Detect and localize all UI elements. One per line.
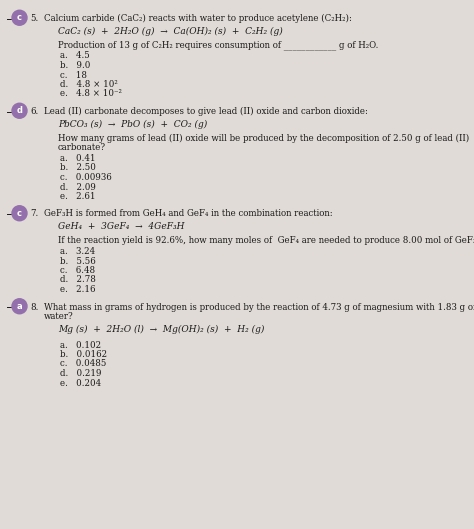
Text: a.   3.24: a. 3.24 bbox=[60, 247, 95, 256]
Text: e.   4.8 × 10⁻²: e. 4.8 × 10⁻² bbox=[60, 89, 122, 98]
Text: Mg (s)  +  2H₂O (l)  →  Mg(OH)₂ (s)  +  H₂ (g): Mg (s) + 2H₂O (l) → Mg(OH)₂ (s) + H₂ (g) bbox=[58, 324, 264, 334]
Text: Lead (II) carbonate decomposes to give lead (II) oxide and carbon dioxide:: Lead (II) carbonate decomposes to give l… bbox=[44, 107, 368, 116]
Text: c: c bbox=[17, 209, 22, 218]
Text: e.   2.16: e. 2.16 bbox=[60, 285, 95, 294]
Circle shape bbox=[12, 206, 27, 221]
Text: carbonate?: carbonate? bbox=[58, 143, 106, 152]
Text: GeF₃H is formed from GeH₄ and GeF₄ in the combination reaction:: GeF₃H is formed from GeH₄ and GeF₄ in th… bbox=[44, 209, 333, 218]
Text: c.   0.00936: c. 0.00936 bbox=[60, 173, 112, 182]
Text: How many grams of lead (II) oxide will be produced by the decomposition of 2.50 : How many grams of lead (II) oxide will b… bbox=[58, 133, 469, 143]
Text: 8.: 8. bbox=[30, 303, 38, 312]
Text: c.   18: c. 18 bbox=[60, 70, 87, 79]
Text: c.   6.48: c. 6.48 bbox=[60, 266, 95, 275]
Text: b.   0.0162: b. 0.0162 bbox=[60, 350, 107, 359]
Text: b.   9.0: b. 9.0 bbox=[60, 61, 91, 70]
Text: 7.: 7. bbox=[30, 209, 38, 218]
Text: CaC₂ (s)  +  2H₂O (g)  →  Ca(OH)₂ (s)  +  C₂H₂ (g): CaC₂ (s) + 2H₂O (g) → Ca(OH)₂ (s) + C₂H₂… bbox=[58, 26, 283, 35]
Circle shape bbox=[12, 299, 27, 314]
Text: c: c bbox=[17, 13, 22, 22]
Text: b.   5.56: b. 5.56 bbox=[60, 257, 96, 266]
Text: a.   0.41: a. 0.41 bbox=[60, 154, 95, 163]
Text: water?: water? bbox=[44, 312, 74, 321]
Text: a.   4.5: a. 4.5 bbox=[60, 51, 90, 60]
Text: GeH₄  +  3GeF₄  →  4GeF₃H: GeH₄ + 3GeF₄ → 4GeF₃H bbox=[58, 222, 184, 231]
Text: d: d bbox=[17, 106, 22, 115]
Text: If the reaction yield is 92.6%, how many moles of  GeF₄ are needed to produce 8.: If the reaction yield is 92.6%, how many… bbox=[58, 236, 474, 245]
Text: PbCO₃ (s)  →  PbO (s)  +  CO₂ (g): PbCO₃ (s) → PbO (s) + CO₂ (g) bbox=[58, 120, 207, 129]
Text: d.   2.78: d. 2.78 bbox=[60, 276, 96, 285]
Text: What mass in grams of hydrogen is produced by the reaction of 4.73 g of magnesiu: What mass in grams of hydrogen is produc… bbox=[44, 303, 474, 312]
Text: Production of 13 g of C₂H₂ requires consumption of ____________ g of H₂O.: Production of 13 g of C₂H₂ requires cons… bbox=[58, 41, 378, 50]
Text: e.   2.61: e. 2.61 bbox=[60, 192, 95, 201]
Text: a: a bbox=[17, 302, 22, 311]
Text: e.   0.204: e. 0.204 bbox=[60, 379, 101, 388]
Text: a.   0.102: a. 0.102 bbox=[60, 341, 101, 350]
Text: 6.: 6. bbox=[30, 107, 38, 116]
Circle shape bbox=[12, 10, 27, 25]
Text: c.   0.0485: c. 0.0485 bbox=[60, 360, 106, 369]
Text: d.   4.8 × 10²: d. 4.8 × 10² bbox=[60, 80, 118, 89]
Text: d.   2.09: d. 2.09 bbox=[60, 183, 96, 191]
Text: Calcium carbide (CaC₂) reacts with water to produce acetylene (C₂H₂):: Calcium carbide (CaC₂) reacts with water… bbox=[44, 14, 352, 23]
Text: b.   2.50: b. 2.50 bbox=[60, 163, 96, 172]
Text: d.   0.219: d. 0.219 bbox=[60, 369, 101, 378]
Text: 5.: 5. bbox=[30, 14, 38, 23]
Circle shape bbox=[12, 103, 27, 118]
